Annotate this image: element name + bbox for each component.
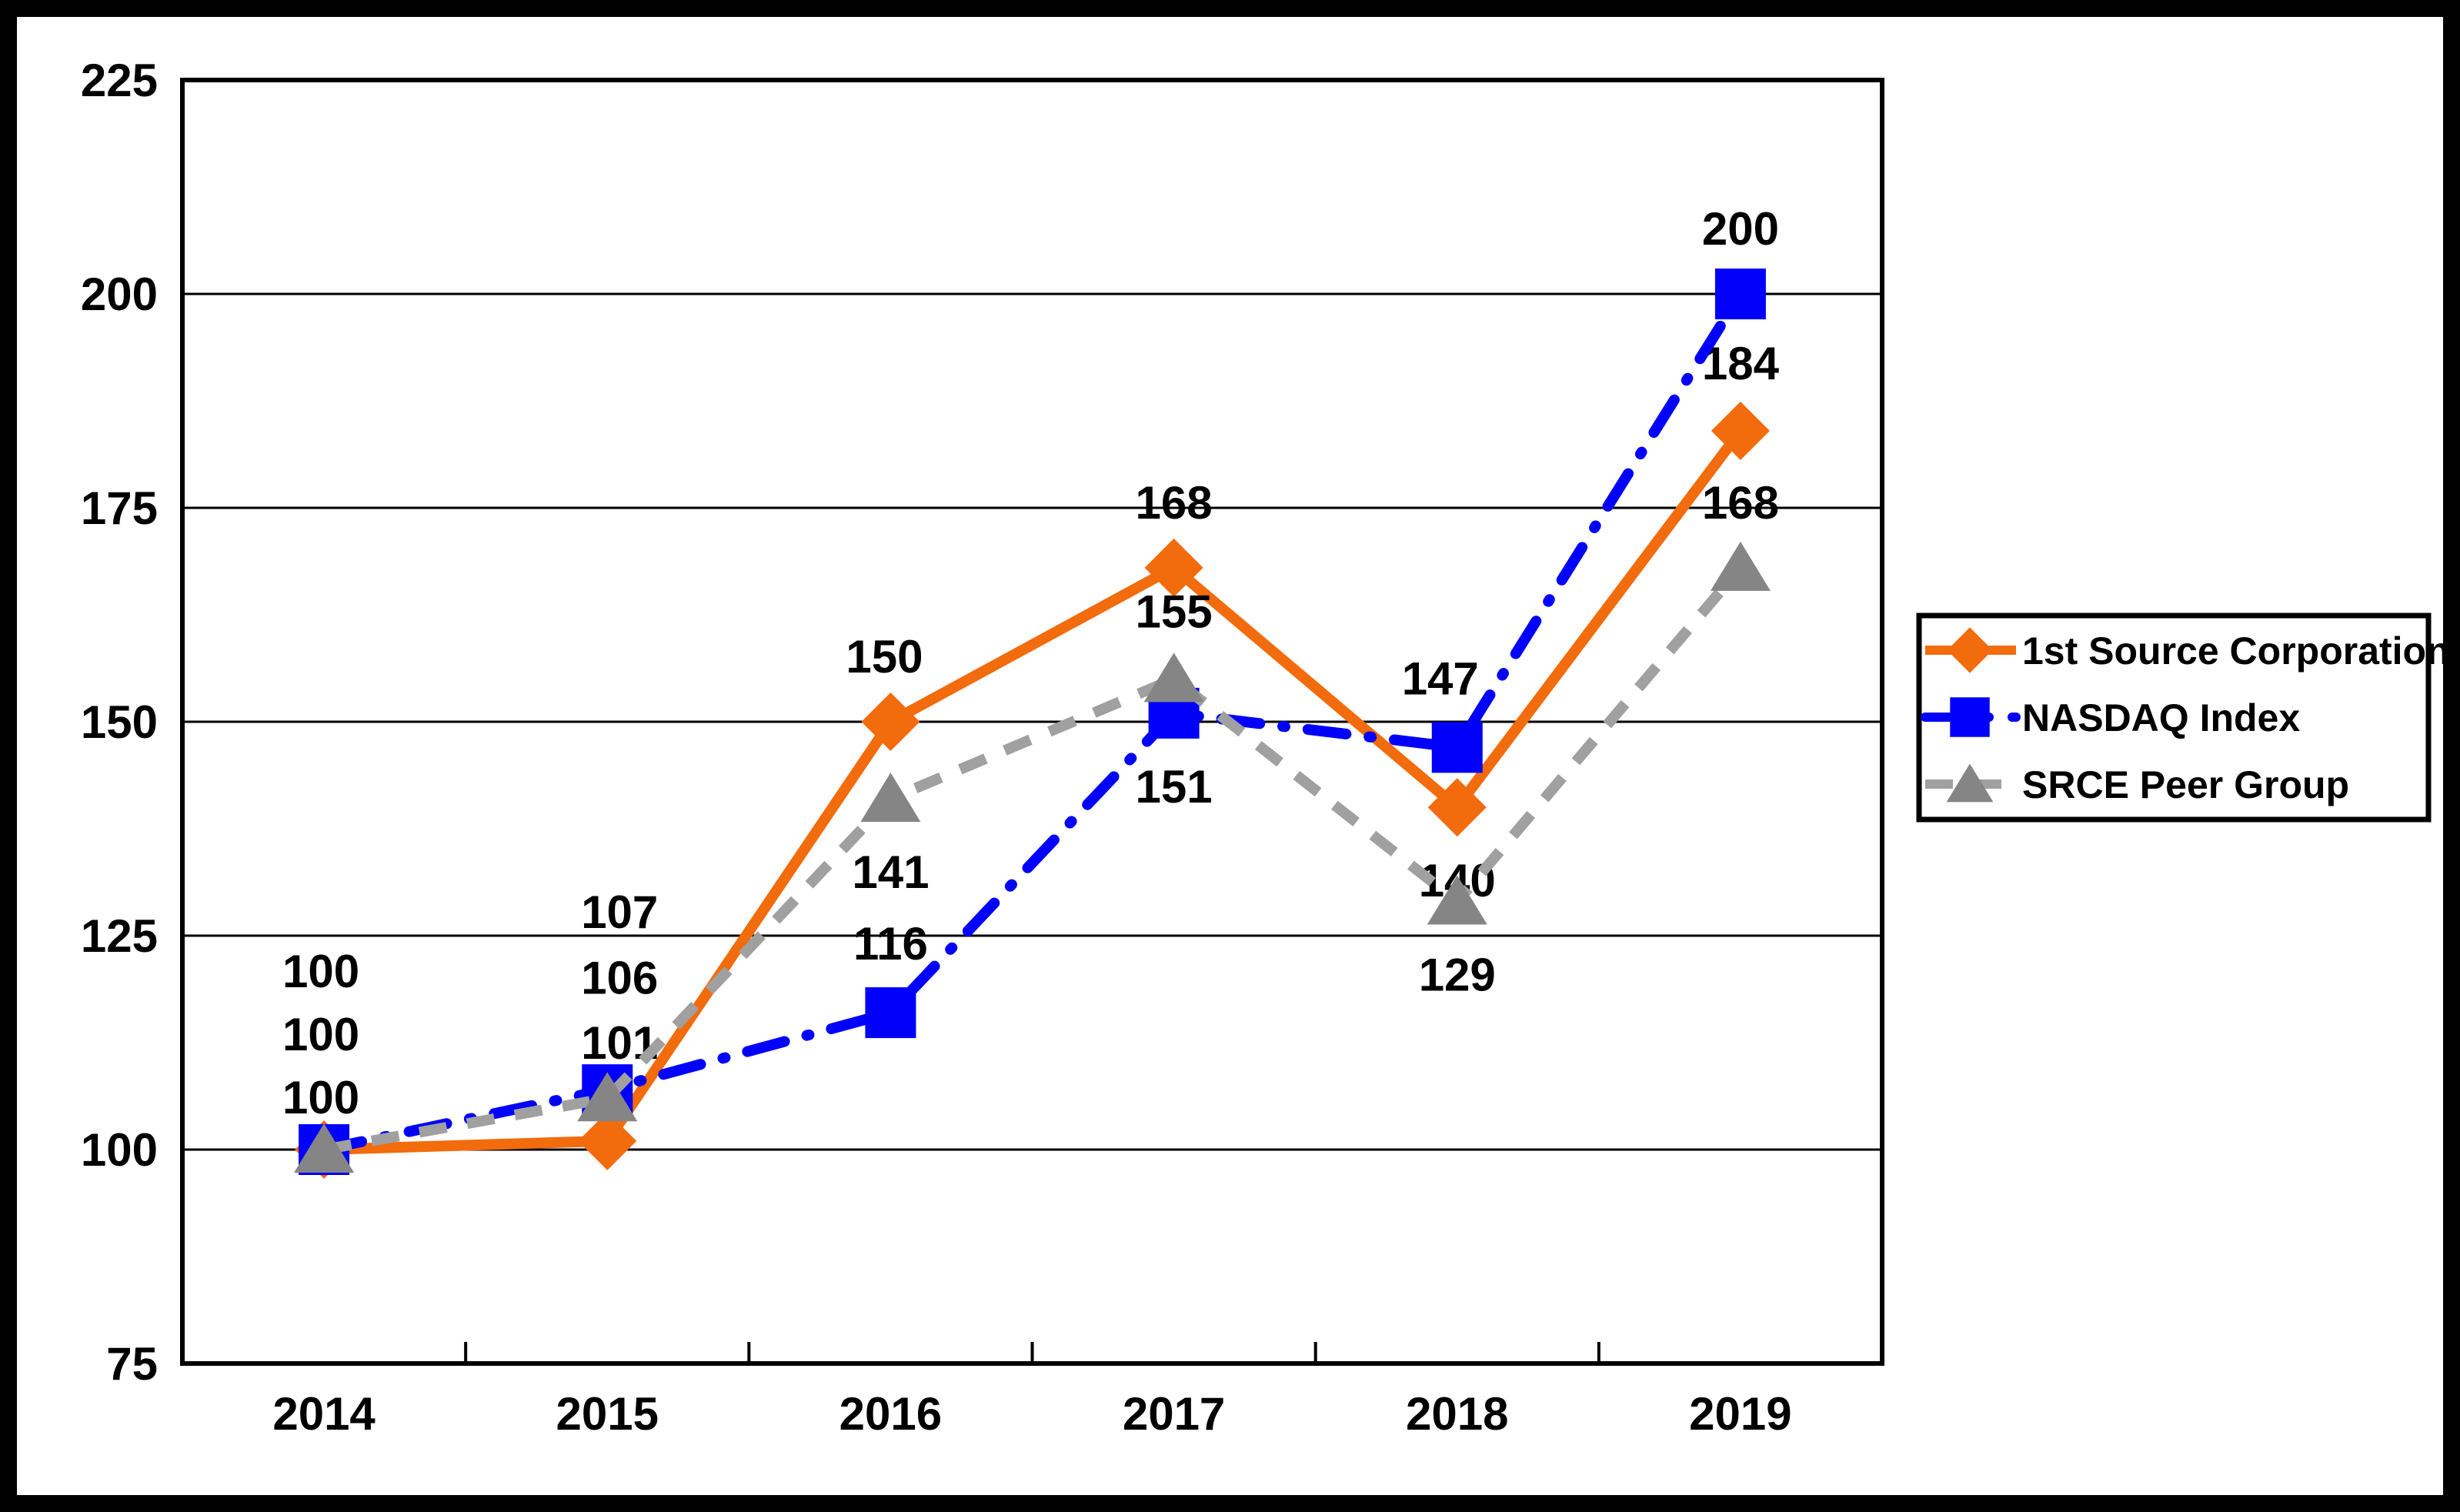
marker-srce-peer-group-2014 — [294, 1123, 355, 1173]
x-axis-label-2016: 2016 — [839, 1388, 942, 1440]
x-axis-label-2018: 2018 — [1406, 1388, 1508, 1440]
legend-marker-nasdaq-index — [1950, 697, 1990, 737]
point-label-srce-peer-group-2016: 141 — [852, 846, 929, 898]
legend-marker-1st-source-corporation — [1947, 627, 1993, 673]
point-label-nasdaq-index-2015: 107 — [581, 886, 658, 938]
x-axis-label-2017: 2017 — [1123, 1388, 1225, 1440]
marker-srce-peer-group-2015 — [577, 1072, 638, 1122]
legend-item-srce-peer-group: SRCE Peer Group — [1925, 763, 2349, 806]
y-axis-label-75: 75 — [106, 1338, 158, 1390]
legend-label-nasdaq-index: NASDAQ Index — [2022, 696, 2300, 739]
legend-label-srce-peer-group: SRCE Peer Group — [2022, 763, 2349, 806]
point-label-1st-source-corporation-2014: 100 — [282, 1072, 359, 1123]
series-line-nasdaq-index — [319, 289, 1746, 1155]
point-label-nasdaq-index-2016: 116 — [853, 918, 928, 970]
series-srce-peer-group: 100 106 141 155 129 168 — [282, 477, 1779, 1173]
marker-nasdaq-index-2018 — [1431, 722, 1483, 773]
legend-marker-srce-peer-group — [1946, 763, 1994, 803]
y-axis-label-150: 150 — [81, 696, 158, 748]
y-axis-label-125: 125 — [81, 910, 158, 962]
legend-item-1st-source-corporation: 1st Source Corporation — [1925, 627, 2443, 673]
y-axis-label-100: 100 — [81, 1124, 158, 1176]
x-axis-label-2019: 2019 — [1689, 1388, 1791, 1440]
marker-srce-peer-group-2018 — [1427, 875, 1487, 925]
marker-srce-peer-group-2017 — [1143, 653, 1204, 703]
point-label-srce-peer-group-2017: 155 — [1136, 586, 1213, 637]
marker-1st-source-corporation-2017 — [1144, 538, 1203, 597]
point-label-1st-source-corporation-2019: 184 — [1702, 338, 1780, 389]
y-axis-label-225: 225 — [81, 55, 158, 106]
marker-nasdaq-index-2016 — [865, 987, 916, 1039]
point-label-1st-source-corporation-2017: 168 — [1136, 477, 1213, 529]
point-label-srce-peer-group-2015: 106 — [581, 952, 658, 1003]
marker-srce-peer-group-2019 — [1710, 541, 1771, 591]
series-line-1st-source-corporation — [323, 427, 1745, 1155]
x-axis-label-2014: 2014 — [272, 1388, 376, 1440]
point-label-srce-peer-group-2014: 100 — [282, 1009, 359, 1060]
point-label-1st-source-corporation-2016: 150 — [846, 631, 923, 683]
legend-item-nasdaq-index: NASDAQ Index — [1921, 696, 2300, 739]
y-axis-label-200: 200 — [81, 269, 158, 320]
point-label-srce-peer-group-2019: 168 — [1702, 477, 1779, 529]
x-axis-label-2015: 2015 — [556, 1388, 659, 1440]
y-axis-label-175: 175 — [81, 482, 158, 534]
point-label-nasdaq-index-2019: 200 — [1702, 203, 1779, 255]
point-label-nasdaq-index-2014: 100 — [282, 946, 359, 997]
marker-1st-source-corporation-2015 — [578, 1111, 637, 1170]
marker-srce-peer-group-2016 — [860, 773, 921, 823]
point-label-nasdaq-index-2017: 151 — [1136, 761, 1213, 813]
point-label-nasdaq-index-2018: 147 — [1402, 653, 1479, 704]
performance-chart: 75 100 125 150 175 200 225 2014 2015 2016 2017 2018… — [81, 55, 2443, 1440]
marker-1st-source-corporation-2019 — [1711, 401, 1770, 460]
legend-label-1st-source-corporation: 1st Source Corporation — [2022, 629, 2443, 673]
marker-1st-source-corporation-2016 — [861, 693, 920, 751]
point-label-srce-peer-group-2018: 129 — [1419, 950, 1496, 1001]
legend: 1st Source Corporation NASDAQ Index SRCE P… — [1916, 612, 2443, 823]
marker-nasdaq-index-2019 — [1714, 269, 1766, 319]
